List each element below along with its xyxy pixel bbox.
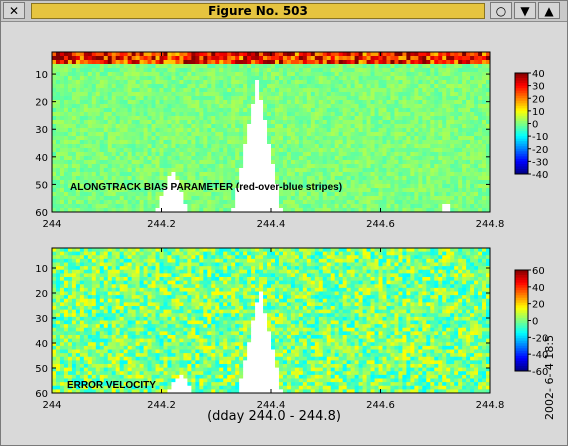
top-x-ticks: 244 244.2 244.4 244.6 244.8 <box>42 52 504 230</box>
colorbar-tick-label: 10 <box>532 107 545 118</box>
colorbar-tick-label: -10 <box>532 132 548 143</box>
colorbar-tick-label: -20 <box>532 333 548 344</box>
y-tick-label: 50 <box>35 364 48 375</box>
colorbar-tick-label: 60 <box>532 266 545 277</box>
y-tick-label: 40 <box>35 153 48 164</box>
y-tick-label: 60 <box>35 208 48 219</box>
bottom-colorbar: 60 40 20 0 -20 -40 -60 <box>514 266 548 378</box>
colorbar-tick-label: -40 <box>532 170 548 181</box>
y-tick-label: 10 <box>35 70 48 81</box>
triangle-down-icon: ▼ <box>520 3 530 18</box>
y-tick-label: 20 <box>35 289 48 300</box>
colorbar-tick-label: 0 <box>532 120 538 131</box>
x-tick-label: 244.8 <box>476 400 505 411</box>
colorbar-tick-label: 20 <box>532 300 545 311</box>
x-tick-label: 244.4 <box>257 400 286 411</box>
y-tick-label: 20 <box>35 98 48 109</box>
colorbar-tick-label: -60 <box>532 367 548 378</box>
close-button[interactable]: ✕ <box>3 2 25 19</box>
y-tick-label: 30 <box>35 314 48 325</box>
bottom-panel: 10 20 30 40 50 60 244 244.2 244.4 244.6 244.8 ERR… <box>35 247 548 411</box>
colorbar-tick-label: 30 <box>532 82 545 93</box>
x-tick-label: 244.6 <box>366 219 395 230</box>
date-stamp: 2002- 6- 4 18:5 <box>543 335 556 420</box>
close-icon: ✕ <box>8 3 20 18</box>
x-tick-label: 244 <box>42 219 61 230</box>
maximize-button[interactable]: ▲ <box>538 2 560 19</box>
top-annotation: ALONGTRACK BIAS PARAMETER (red-over-blue… <box>70 182 342 193</box>
x-axis-label: (dday 244.0 - 244.8) <box>207 409 341 424</box>
colorbar-tick-label: -20 <box>532 145 548 156</box>
circle-button[interactable]: ○ <box>490 2 512 19</box>
y-tick-label: 10 <box>35 264 48 275</box>
colorbar-tick-label: 40 <box>532 69 545 80</box>
colorbar-tick-label: -30 <box>532 157 548 168</box>
circle-icon: ○ <box>495 3 507 18</box>
x-tick-label: 244.2 <box>147 400 176 411</box>
x-tick-label: 244.2 <box>147 219 176 230</box>
bottom-annotation: ERROR VELOCITY <box>67 380 156 391</box>
colorbar-tick-label: 0 <box>532 317 538 328</box>
title-bar[interactable]: ✕ Figure No. 503 ○ ▼ ▲ <box>1 1 567 22</box>
minimize-button[interactable]: ▼ <box>514 2 536 19</box>
colorbar-tick-label: 40 <box>532 283 545 294</box>
bottom-y-ticks: 10 20 30 40 50 60 <box>35 264 490 400</box>
x-tick-label: 244 <box>42 400 61 411</box>
colorbar-tick-label: 20 <box>532 94 545 105</box>
x-tick-label: 244.4 <box>257 219 286 230</box>
triangle-up-icon: ▲ <box>544 3 554 18</box>
x-tick-label: 244.8 <box>476 219 505 230</box>
window-title: Figure No. 503 <box>31 3 485 19</box>
x-tick-label: 244.6 <box>366 400 395 411</box>
colorbar-tick-label: -40 <box>532 350 548 361</box>
y-tick-label: 60 <box>35 389 48 400</box>
bottom-x-ticks: 244 244.2 244.4 244.6 244.8 <box>42 248 504 411</box>
y-tick-label: 40 <box>35 339 48 350</box>
bottom-heatmap <box>52 248 491 394</box>
top-y-ticks: 10 20 30 40 50 60 <box>35 70 490 219</box>
y-tick-label: 30 <box>35 125 48 136</box>
top-heatmap <box>52 52 491 213</box>
y-tick-label: 50 <box>35 180 48 191</box>
